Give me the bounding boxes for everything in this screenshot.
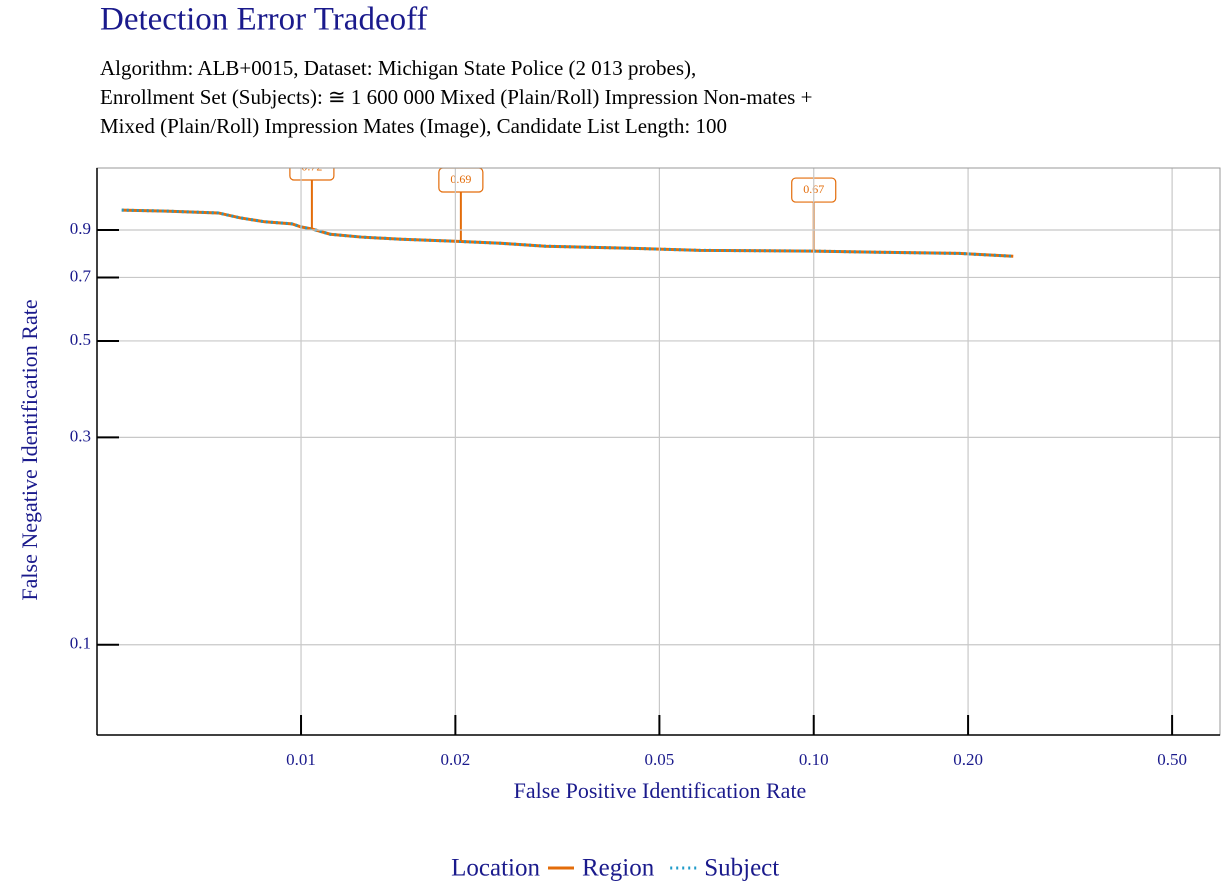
x-tick-label: 0.10 bbox=[799, 750, 829, 769]
legend-label: Region bbox=[582, 855, 655, 882]
annotation-label: 0.69 bbox=[450, 172, 471, 186]
y-axis-label: False Negative Identification Rate bbox=[17, 299, 42, 600]
subtitle: Enrollment Set (Subjects): ≅ 1 600 000 M… bbox=[100, 85, 812, 109]
x-axis-label: False Positive Identification Rate bbox=[514, 778, 807, 803]
plot-border bbox=[96, 167, 1221, 736]
y-tick-label: 0.3 bbox=[70, 426, 91, 445]
series-line bbox=[121, 208, 1014, 258]
x-tick-label: 0.20 bbox=[953, 750, 983, 769]
series-line bbox=[121, 208, 1014, 258]
annotation-label: 0.72 bbox=[301, 160, 322, 174]
chart-title: Detection Error Tradeoff bbox=[100, 2, 427, 38]
subtitle: Algorithm: ALB+0015, Dataset: Michigan S… bbox=[100, 56, 696, 80]
y-tick-label: 0.7 bbox=[70, 266, 92, 285]
x-tick-label: 0.50 bbox=[1157, 750, 1187, 769]
legend-label: Subject bbox=[704, 855, 779, 882]
y-tick-label: 0.1 bbox=[70, 634, 91, 653]
legend-title: Location bbox=[451, 855, 540, 882]
x-tick-label: 0.02 bbox=[440, 750, 470, 769]
subtitle: Mixed (Plain/Roll) Impression Mates (Ima… bbox=[100, 114, 727, 138]
plot-area: 0.720.690.67 bbox=[121, 160, 1014, 258]
x-tick-label: 0.01 bbox=[286, 750, 316, 769]
x-tick-label: 0.05 bbox=[645, 750, 675, 769]
y-tick-label: 0.9 bbox=[70, 219, 91, 238]
y-tick-label: 0.5 bbox=[70, 330, 91, 349]
